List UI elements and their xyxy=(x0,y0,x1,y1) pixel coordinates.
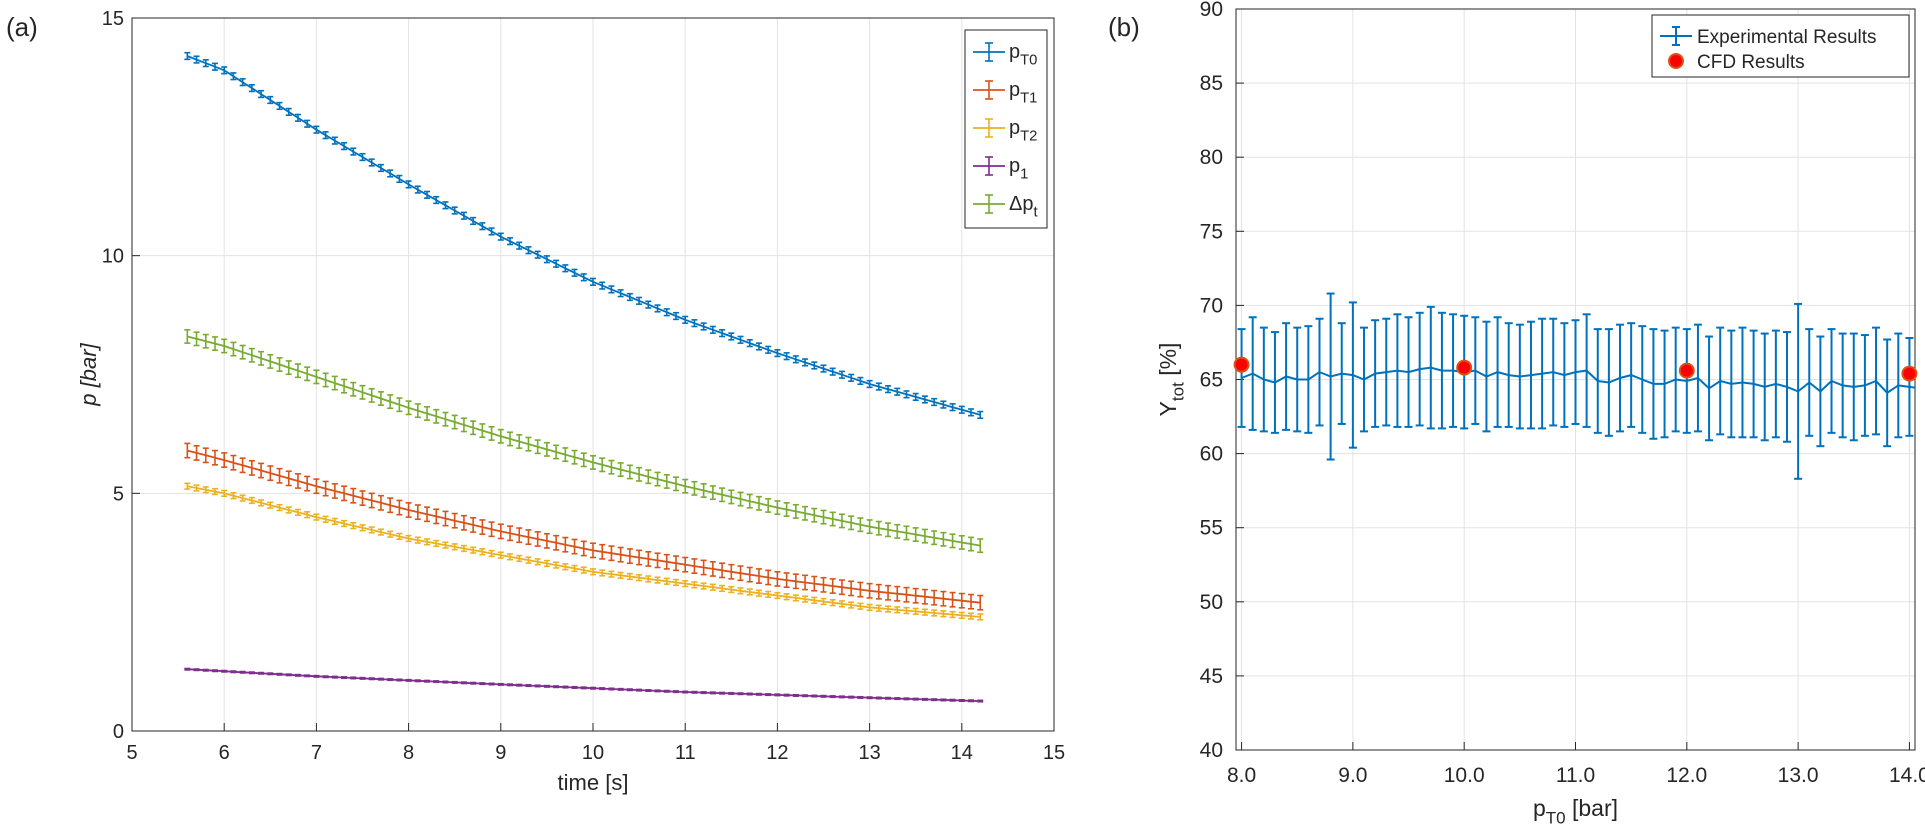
x-tick-label-a: 7 xyxy=(311,742,322,764)
axes-box-a xyxy=(131,17,1055,732)
series-line-p1 xyxy=(187,668,981,702)
x-tick-label-b: 13.0 xyxy=(1778,764,1819,787)
panel-label-b: (b) xyxy=(1108,12,1140,42)
y-tick-label-b: 60 xyxy=(1200,443,1223,466)
legend-b: Experimental Results CFD Results xyxy=(1651,14,1910,78)
x-tick-label-a: 10 xyxy=(582,742,604,764)
legend-label-p1: p1 xyxy=(1009,155,1028,182)
x-tick-label-a: 8 xyxy=(403,742,414,764)
legend-label-pT2: pT2 xyxy=(1009,117,1037,144)
x-tick-label-b: 11.0 xyxy=(1556,764,1595,787)
series-p1 xyxy=(184,667,984,703)
x-axis-label-a: time [s] xyxy=(558,770,629,795)
legend-label-cfd: CFD Results xyxy=(1697,52,1805,73)
y-tick-label-b: 80 xyxy=(1200,146,1223,169)
x-axis-label-b: pT0 [bar] xyxy=(1533,795,1618,827)
chart-b: 8.0 9.0 10.0 11.0 12.0 13.0 14.0 40 45 50 55 60 65 70… xyxy=(1155,0,1925,827)
y-tick-label-b: 70 xyxy=(1200,294,1223,317)
y-tick-label-b: 50 xyxy=(1200,591,1223,614)
y-tick-label-b: 75 xyxy=(1200,220,1223,243)
series-line-dpt xyxy=(187,335,981,547)
series-dpt xyxy=(184,329,984,554)
x-tick-label-b: 10.0 xyxy=(1444,764,1485,787)
series-pT0 xyxy=(184,51,984,420)
y-axis-label-b: Ytot [%] xyxy=(1155,343,1187,417)
series-experimental xyxy=(1237,292,1915,480)
x-tick-label-a: 13 xyxy=(858,742,880,764)
x-tick-label-a: 15 xyxy=(1043,742,1065,764)
legend-box-b xyxy=(1651,14,1910,78)
series-pT1 xyxy=(184,442,984,611)
legend-label-pT0: pT0 xyxy=(1009,41,1037,68)
x-tick-label-a: 14 xyxy=(951,742,973,764)
series-cfd xyxy=(1233,356,1918,382)
axes-box-b xyxy=(1235,8,1916,751)
x-tick-label-a: 12 xyxy=(766,742,788,764)
cfd-point xyxy=(1678,362,1695,379)
y-tick-label-b: 45 xyxy=(1200,665,1223,688)
x-tick-label-a: 9 xyxy=(495,742,506,764)
legend-label-pT1: pT1 xyxy=(1009,79,1037,106)
legend-a: pT0 pT1 pT2 p1 Δpt xyxy=(964,29,1048,229)
cfd-point xyxy=(1233,356,1250,373)
legend-marker-cfd xyxy=(1668,53,1684,69)
series-line-experimental xyxy=(1241,366,1915,395)
legend-label-experimental: Experimental Results xyxy=(1697,27,1877,48)
x-tick-label-b: 8.0 xyxy=(1227,764,1256,787)
series-line-pT0 xyxy=(186,55,981,416)
x-tick-label-a: 11 xyxy=(675,742,696,764)
y-tick-label-b: 55 xyxy=(1200,517,1223,540)
y-tick-label-a: 0 xyxy=(113,721,124,743)
y-tick-label-b: 85 xyxy=(1200,72,1223,95)
legend-label-dpt: Δpt xyxy=(1009,193,1038,220)
x-tick-label-b: 9.0 xyxy=(1338,764,1367,787)
y-tick-label-b: 90 xyxy=(1200,0,1223,21)
series-line-pT2 xyxy=(187,485,981,618)
x-tick-label-a: 6 xyxy=(219,742,230,764)
x-tick-label-a: 5 xyxy=(126,742,137,764)
series-line-pT1 xyxy=(187,449,981,604)
y-tick-label-b: 65 xyxy=(1200,369,1223,392)
y-tick-label-a: 10 xyxy=(102,246,124,268)
x-tick-label-b: 12.0 xyxy=(1666,764,1707,787)
cfd-point xyxy=(1901,365,1918,382)
y-axis-label-a: p [bar] xyxy=(76,342,101,406)
y-tick-label-a: 15 xyxy=(102,8,124,30)
panel-label-a: (a) xyxy=(6,12,38,42)
y-tick-label-b: 40 xyxy=(1200,739,1223,762)
cfd-point xyxy=(1456,359,1473,376)
series-pT2 xyxy=(184,482,984,621)
x-tick-label-b: 14.0 xyxy=(1889,764,1925,787)
y-tick-label-a: 5 xyxy=(113,483,124,505)
legend-box-a xyxy=(964,29,1048,229)
